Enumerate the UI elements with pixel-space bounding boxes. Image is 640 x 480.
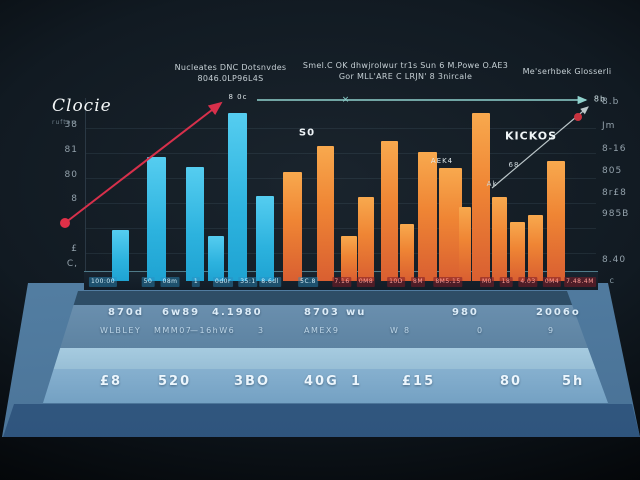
caption-left-line2: 8046.0LP96L4S bbox=[197, 74, 264, 83]
caption-left: Nucleates DNC Dotsnvdes 8046.0LP96L4S bbox=[128, 62, 333, 84]
caption-center-line2: Gor MLL'ARE C LRJN' 8 3nircale bbox=[338, 72, 473, 81]
caption-center: Smel.C OK dhwjrolwur tr1s Sun 6 M.Powe O… bbox=[298, 60, 513, 82]
podium-header-band bbox=[43, 291, 608, 305]
podium-rows-band bbox=[43, 305, 608, 348]
caption-right-line1: Me'serhbek Glosserli bbox=[522, 67, 612, 76]
podium-bottom-band bbox=[43, 369, 608, 403]
chart-title-text: Clocie bbox=[52, 96, 112, 116]
chart-title-subtitle: rufton bbox=[52, 119, 77, 126]
caption-center-line1: Smel.C OK dhwjrolwur tr1s Sun 6 M.Powe O… bbox=[302, 61, 509, 70]
x-axis-strip bbox=[84, 271, 598, 290]
caption-right: Me'serhbek Glosserli bbox=[497, 66, 637, 77]
podium-divider-band bbox=[43, 348, 608, 369]
chart-title: Clocie rufton bbox=[52, 96, 112, 126]
caption-left-line1: Nucleates DNC Dotsnvdes bbox=[174, 63, 287, 72]
